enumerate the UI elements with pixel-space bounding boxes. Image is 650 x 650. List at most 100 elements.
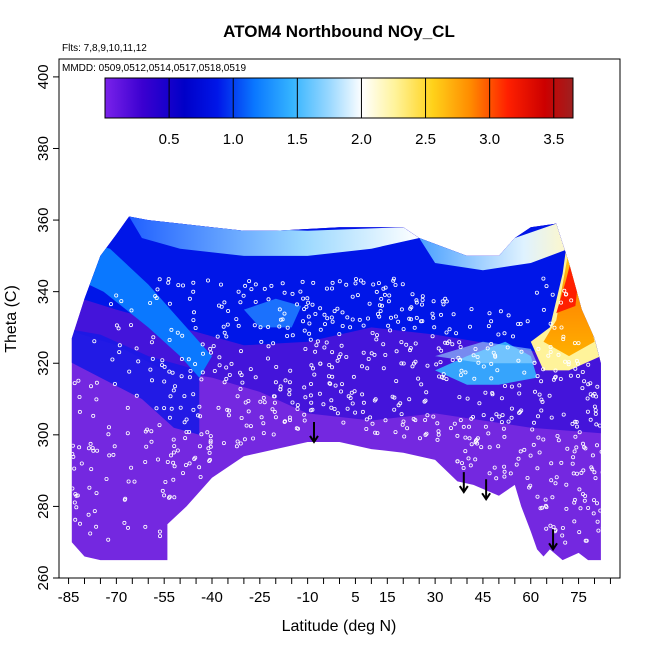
sample-point — [217, 355, 222, 360]
sample-point — [549, 415, 554, 420]
sample-point — [476, 360, 481, 365]
sample-point — [226, 308, 231, 313]
sample-point — [79, 461, 84, 466]
sample-point — [271, 432, 276, 437]
sample-point — [360, 392, 365, 397]
sample-point — [163, 479, 168, 484]
colorbar-tick-label: 0.5 — [159, 131, 180, 148]
sample-point — [516, 456, 521, 461]
sample-point — [273, 380, 278, 385]
sample-point — [162, 493, 167, 498]
sample-point — [74, 505, 79, 510]
sample-point — [191, 318, 196, 323]
sample-point — [91, 413, 96, 418]
sample-point — [473, 457, 478, 462]
sample-point — [573, 434, 578, 439]
sample-point — [547, 393, 552, 398]
sample-point — [432, 325, 437, 330]
sample-point — [392, 407, 397, 412]
sample-point — [498, 309, 503, 314]
sample-point — [412, 325, 417, 330]
sample-point — [430, 334, 435, 339]
sample-point — [574, 445, 579, 450]
sample-point — [171, 437, 176, 442]
sample-point — [370, 330, 375, 335]
sample-point — [489, 341, 494, 346]
sample-point — [252, 323, 257, 328]
sample-point — [302, 328, 307, 333]
sample-point — [436, 346, 441, 351]
sample-point — [541, 367, 546, 372]
sample-point — [246, 409, 251, 414]
sample-point — [90, 446, 95, 451]
sample-point — [308, 381, 313, 386]
sample-point — [392, 395, 397, 400]
sample-point — [388, 328, 393, 333]
sample-point — [184, 417, 189, 422]
sample-points — [71, 276, 601, 545]
sample-point — [399, 412, 404, 417]
sample-point — [452, 421, 457, 426]
sample-point — [371, 282, 376, 287]
sample-point — [467, 324, 472, 329]
x-tick-label: -70 — [106, 589, 128, 606]
sample-point — [261, 421, 266, 426]
sample-point — [160, 488, 165, 493]
sample-point — [541, 437, 546, 442]
sample-point — [431, 315, 436, 320]
sample-point — [376, 281, 381, 286]
x-tick-label: -85 — [58, 589, 80, 606]
sample-point — [294, 302, 299, 307]
sample-point — [560, 533, 565, 538]
sample-point — [184, 429, 189, 434]
sample-point — [261, 431, 266, 436]
sample-point — [393, 314, 398, 319]
sample-point — [570, 461, 575, 466]
sample-point — [167, 494, 172, 499]
colorbar-tick-label: 2.0 — [351, 131, 372, 148]
sample-point — [548, 344, 553, 349]
sample-point — [496, 332, 501, 337]
sample-point — [270, 407, 275, 412]
sample-point — [340, 323, 345, 328]
sample-point — [438, 360, 443, 365]
sample-point — [407, 316, 412, 321]
sample-point — [235, 394, 240, 399]
sample-point — [176, 283, 181, 288]
sample-point — [74, 493, 79, 498]
sample-point — [509, 406, 514, 411]
sample-point — [318, 361, 323, 366]
sample-point — [541, 276, 546, 281]
sample-point — [502, 464, 507, 469]
sample-point — [422, 399, 427, 404]
sample-point — [77, 445, 82, 450]
sample-point — [564, 292, 569, 297]
sample-point — [344, 354, 349, 359]
sample-point — [425, 363, 430, 368]
sample-point — [437, 374, 442, 379]
sample-point — [282, 419, 287, 424]
sample-point — [306, 314, 311, 319]
colorbar-tick-label: 1.5 — [287, 131, 308, 148]
sample-point — [551, 377, 556, 382]
arrow-head — [481, 492, 491, 502]
sample-point — [592, 470, 597, 475]
sample-point — [558, 376, 563, 381]
sample-point — [506, 419, 511, 424]
sample-point — [458, 344, 463, 349]
sample-point — [330, 374, 335, 379]
sample-point — [283, 378, 288, 383]
sample-point — [593, 411, 598, 416]
sample-point — [337, 332, 342, 337]
sample-point — [168, 394, 173, 399]
sample-point — [537, 450, 542, 455]
sample-point — [569, 298, 574, 303]
sample-point — [489, 361, 494, 366]
y-tick-label: 300 — [35, 422, 52, 447]
sample-point — [544, 505, 549, 510]
sample-point — [463, 449, 468, 454]
arrow-markers — [309, 421, 558, 552]
sample-point — [238, 441, 243, 446]
sample-point — [197, 404, 202, 409]
